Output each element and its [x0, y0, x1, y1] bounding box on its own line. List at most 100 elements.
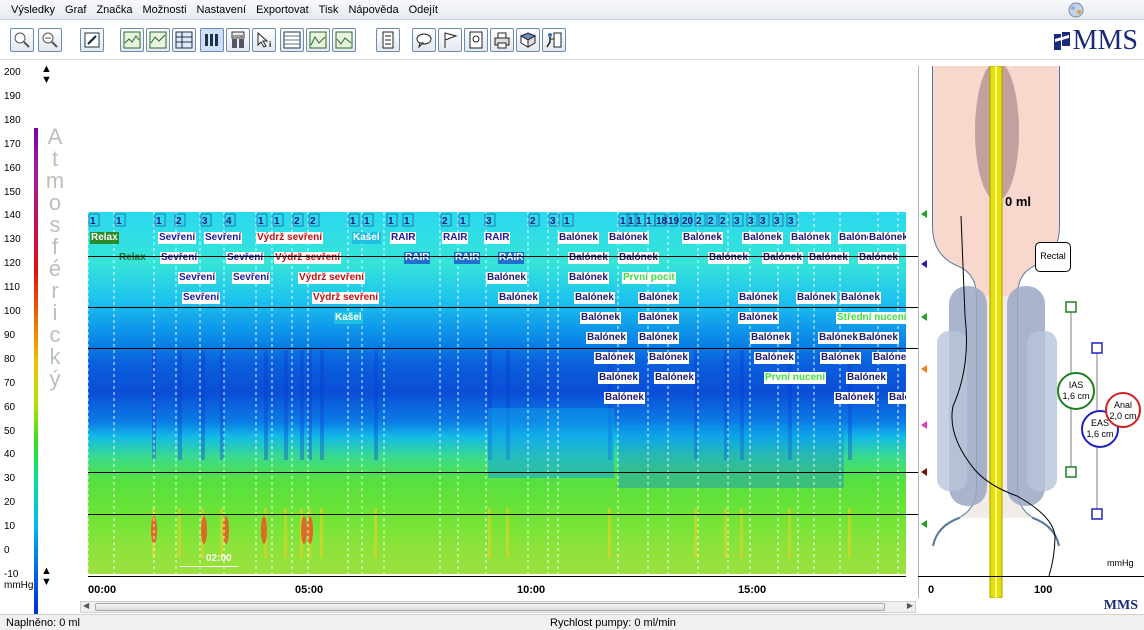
menu-nastaveni[interactable]: Nastavení: [196, 3, 247, 16]
zoom-in-icon[interactable]: [10, 28, 34, 52]
event-label-balonek[interactable]: Balónek: [638, 312, 679, 324]
event-label[interactable]: Sevření: [178, 272, 217, 284]
event-label[interactable]: Relax: [90, 232, 119, 244]
event-label-balonek[interactable]: Balónek: [818, 332, 859, 344]
event-label-balonek[interactable]: Balónek: [598, 372, 639, 384]
menu-odejit[interactable]: Odejít: [408, 3, 438, 16]
event-label[interactable]: Sevření: [158, 232, 197, 244]
event-label[interactable]: Výdrž sevření: [298, 272, 366, 284]
menu-graf[interactable]: Graf: [65, 3, 87, 16]
event-label[interactable]: RAIR: [390, 232, 417, 244]
book-icon[interactable]: [516, 28, 540, 52]
zoom-out-icon[interactable]: [38, 28, 62, 52]
event-label[interactable]: RAIR: [442, 232, 469, 244]
bars-icon[interactable]: [200, 28, 224, 52]
event-label-balonek[interactable]: Balónek: [888, 392, 906, 404]
ias-sensor-circle[interactable]: IAS 1,6 cm: [1057, 372, 1095, 410]
rectal-sensor-box[interactable]: Rectal: [1035, 242, 1071, 272]
event-label-balonek[interactable]: Balónek: [568, 272, 609, 284]
scale-down-arrow-icon[interactable]: ▲ ▼: [41, 565, 52, 588]
event-label-balonek[interactable]: Balónek: [834, 392, 875, 404]
event-label-balonek[interactable]: Balónek: [820, 352, 861, 364]
event-label-balonek[interactable]: Balónek: [708, 252, 749, 264]
anal-sensor-circle[interactable]: Anal 2,0 cm: [1105, 392, 1141, 428]
event-label-balonek[interactable]: Balónek: [742, 232, 783, 244]
chart-line-icon[interactable]: [120, 28, 144, 52]
event-label-balonek[interactable]: Balónek: [762, 252, 803, 264]
print-preview-icon[interactable]: [464, 28, 488, 52]
window-orb-icon[interactable]: [1066, 1, 1086, 19]
event-label-balonek[interactable]: Balónek: [840, 292, 881, 304]
speech-icon[interactable]: [412, 28, 436, 52]
event-label[interactable]: Sevření: [232, 272, 271, 284]
scrollbar-thumb[interactable]: [95, 603, 885, 611]
event-label-balonek[interactable]: Balónek: [750, 332, 791, 344]
event-label-balonek[interactable]: Balónek: [654, 372, 695, 384]
event-label-balonek[interactable]: Balónek: [648, 352, 689, 364]
scroll-left-arrow-icon[interactable]: ◀: [83, 601, 90, 610]
event-label[interactable]: Sevření: [226, 252, 265, 264]
event-label-balonek[interactable]: Balónek: [568, 252, 609, 264]
menu-exportovat[interactable]: Exportovat: [256, 3, 309, 16]
event-label[interactable]: Balónek: [608, 232, 649, 244]
chart-a-icon[interactable]: [306, 28, 330, 52]
event-label[interactable]: Sevření: [160, 252, 199, 264]
event-label-balonek[interactable]: Balónek: [638, 292, 679, 304]
event-label-balonek[interactable]: Balónek: [738, 312, 779, 324]
event-label-balonek[interactable]: Balónek: [796, 292, 837, 304]
menu-vysledky[interactable]: Výsledky: [11, 3, 56, 16]
event-label-balonek[interactable]: Balónek: [618, 252, 659, 264]
edit-icon[interactable]: [80, 28, 104, 52]
horizontal-scrollbar[interactable]: ◀ ▶: [80, 601, 916, 613]
flag-icon[interactable]: [438, 28, 462, 52]
event-label[interactable]: RAIR: [498, 252, 525, 264]
exit-icon[interactable]: [542, 28, 566, 52]
print-icon[interactable]: [490, 28, 514, 52]
event-label-balonek[interactable]: Balónek: [858, 252, 899, 264]
event-label[interactable]: Sevření: [204, 232, 243, 244]
event-label[interactable]: Sevření: [182, 292, 221, 304]
cursor-info-icon[interactable]: i: [252, 28, 276, 52]
rectal-icon[interactable]: rectal: [226, 28, 250, 52]
event-label[interactable]: RAIR: [404, 252, 431, 264]
scale-up-arrow-icon[interactable]: ▲ ▼: [41, 63, 52, 86]
table-icon[interactable]: [172, 28, 196, 52]
event-label[interactable]: Střední nucení: [836, 312, 906, 324]
event-label[interactable]: Kašel: [352, 232, 381, 244]
event-label[interactable]: Balónek: [558, 232, 599, 244]
event-label[interactable]: Kašel: [334, 312, 363, 324]
event-label-balonek[interactable]: Balónek: [682, 232, 723, 244]
chart-b-icon[interactable]: [332, 28, 356, 52]
event-label[interactable]: Relax: [119, 252, 146, 263]
event-label[interactable]: Výdrž sevření: [274, 252, 342, 264]
event-label[interactable]: Výdrž sevření: [256, 232, 324, 244]
event-label-balonek[interactable]: Balónek: [486, 272, 527, 284]
event-label[interactable]: První pocit: [622, 272, 676, 284]
event-label-balonek[interactable]: Balónek: [872, 352, 906, 364]
pressure-topography-plot[interactable]: 1 1 1 2 3 4 1 1 2 2 1 1 1 1 2 1 3 2 3 1 1 1 1 1 18 19 20 2 2 2 3 3 3 3 3 R…: [88, 212, 906, 574]
menu-napoveda[interactable]: Nápověda: [348, 3, 399, 16]
event-label-balonek[interactable]: Balónek: [858, 332, 899, 344]
event-label-balonek[interactable]: Balónek: [604, 392, 645, 404]
event-label-balonek[interactable]: Balónek: [738, 292, 779, 304]
event-label-balonek[interactable]: Balónek: [868, 232, 906, 244]
chart-area-icon[interactable]: [146, 28, 170, 52]
event-label-balonek[interactable]: Balónek: [586, 332, 627, 344]
report-icon[interactable]: [376, 28, 400, 52]
event-label-balonek[interactable]: Balónek: [580, 312, 621, 324]
event-label-balonek[interactable]: Balónek: [638, 332, 679, 344]
menu-tisk[interactable]: Tisk: [318, 3, 339, 16]
event-label-balonek[interactable]: Balónek: [808, 252, 849, 264]
menu-znacka[interactable]: Značka: [96, 3, 133, 16]
event-label-balonek[interactable]: Balónek: [846, 372, 887, 384]
event-label[interactable]: První nucení: [764, 372, 827, 384]
event-label[interactable]: Výdrž sevření: [312, 292, 380, 304]
event-label-balonek[interactable]: Balónek: [594, 352, 635, 364]
menu-moznosti[interactable]: Možnosti: [142, 3, 187, 16]
scroll-right-arrow-icon[interactable]: ▶: [906, 601, 913, 610]
event-label[interactable]: RAIR: [454, 252, 481, 264]
grid-icon[interactable]: [280, 28, 304, 52]
event-label-balonek[interactable]: Balónek: [790, 232, 831, 244]
event-label-balonek[interactable]: Balónek: [574, 292, 615, 304]
event-label[interactable]: RAIR: [484, 232, 511, 244]
